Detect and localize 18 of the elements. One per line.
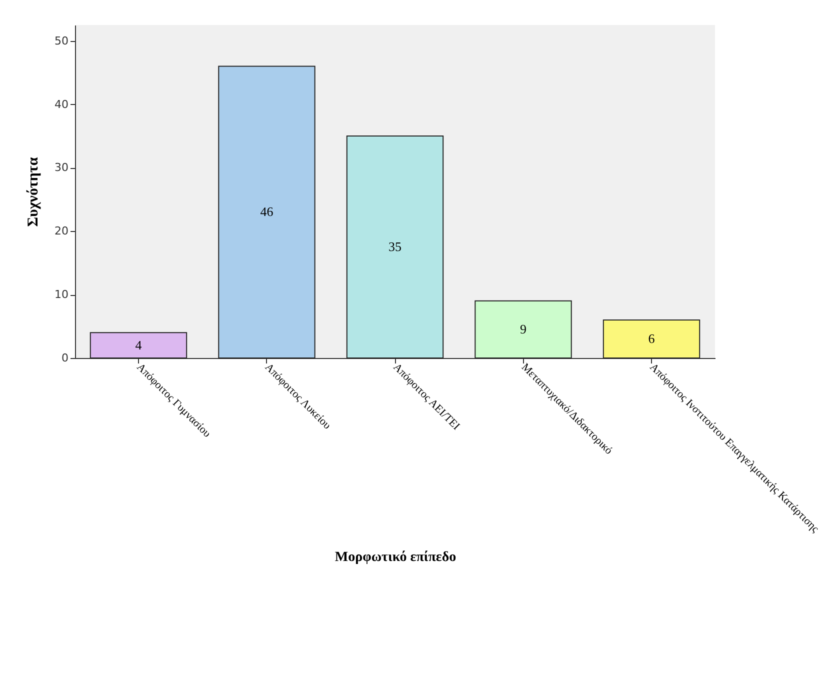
data-label: 9 (520, 321, 527, 336)
data-label: 4 (135, 337, 142, 352)
y-tick-label: 0 (62, 352, 68, 364)
bar (218, 66, 316, 358)
y-tick-label: 40 (54, 98, 68, 111)
y-axis-title: Συχνότητα (26, 156, 42, 227)
y-tick-label: 50 (54, 34, 68, 48)
bar (474, 300, 572, 358)
data-label: 35 (388, 239, 402, 254)
data-label: 6 (648, 330, 656, 346)
y-tick-label: 30 (54, 161, 68, 174)
y-tick-label: 10 (54, 288, 68, 302)
bar (90, 332, 188, 358)
data-label: 46 (260, 204, 274, 220)
bar (602, 319, 700, 358)
y-tick-label: 20 (54, 224, 68, 238)
x-axis-title: Μορφωτικό επίπεδο (334, 550, 456, 566)
bar (346, 136, 444, 358)
